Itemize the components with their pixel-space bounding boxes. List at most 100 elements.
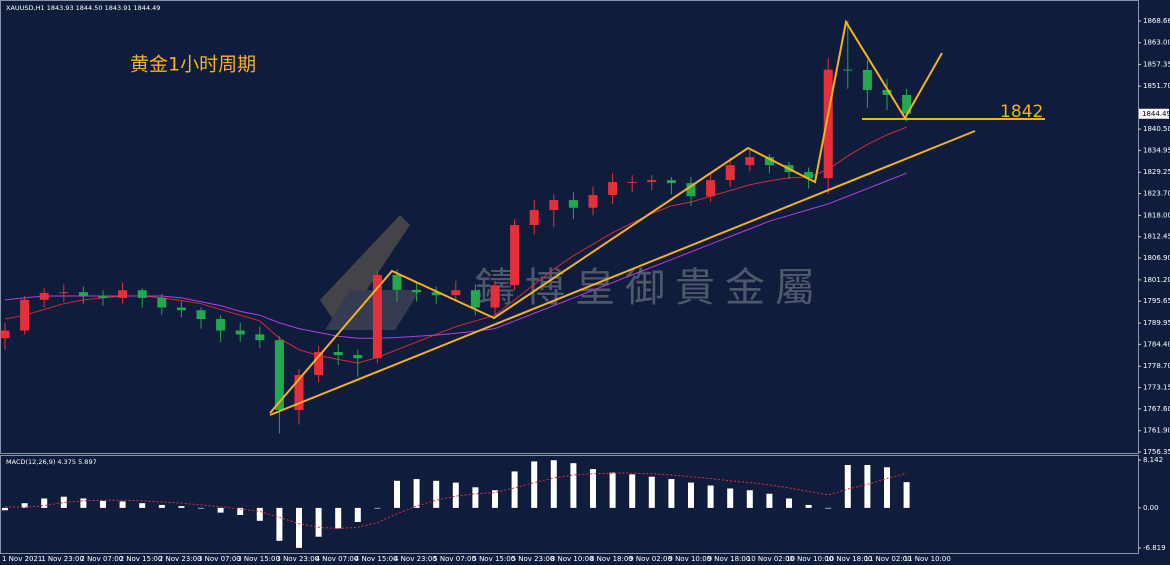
x-tick-label: 5 Nov 23:00: [512, 555, 555, 563]
candle-body: [235, 330, 245, 335]
candle-body: [255, 334, 265, 341]
candle-body: [118, 290, 128, 298]
symbol-header: XAUUSD,H1 1843.93 1844.50 1843.91 1844.4…: [6, 4, 160, 12]
macd-bar: [825, 507, 832, 509]
candle-body: [647, 180, 657, 183]
moving-average: [4, 172, 907, 339]
y-tick-label: 1806.90: [1143, 254, 1170, 262]
macd-bar: [276, 507, 283, 541]
candle-body: [353, 355, 363, 359]
candle-body: [843, 69, 853, 71]
y-tick-label: 1834.95: [1143, 146, 1170, 154]
x-tick-label: 10 Nov 18:00: [825, 555, 872, 563]
macd-bar: [413, 479, 420, 508]
macd-bar: [550, 460, 557, 508]
macd-bar: [570, 463, 577, 508]
y-tick-label: 1840.50: [1143, 125, 1170, 133]
candle-body: [588, 195, 598, 208]
current-price-box: [1139, 108, 1169, 119]
candle-body: [686, 183, 696, 197]
y-tick-label: 1801.20: [1143, 276, 1170, 284]
y-tick-label: 1829.25: [1143, 168, 1170, 176]
x-tick-label: 11 Nov 02:00: [864, 555, 911, 563]
macd-bar: [688, 482, 694, 508]
candle-body: [764, 157, 774, 166]
candle-body: [20, 299, 30, 331]
macd-bar: [609, 472, 616, 508]
candle-body: [470, 290, 480, 308]
candle-body: [274, 340, 284, 410]
y-tick-label: 8.142: [1143, 456, 1163, 464]
macd-bar: [629, 474, 636, 508]
candle-body: [0, 330, 10, 339]
macd-bar: [217, 507, 224, 513]
y-tick-label: 1868.66: [1143, 17, 1170, 25]
macd-bar: [786, 498, 792, 508]
y-tick-label: 1818.00: [1143, 211, 1170, 219]
current-price: 1844.49: [1142, 110, 1170, 118]
trendlines: [269, 19, 1045, 416]
x-tick-label: 4 Nov 07:00: [316, 555, 359, 563]
plot: 1868.66 1863.00 1857.35 1851.70 1840.50 1834.…: [0, 17, 1170, 563]
x-tick-label: 9 Nov 02:00: [629, 555, 672, 563]
macd-bar: [884, 467, 890, 508]
macd-bar: [237, 507, 244, 515]
x-tick-label: 8 Nov 10:00: [551, 555, 594, 563]
candle-body: [431, 292, 441, 296]
macd-bar: [766, 493, 773, 508]
candle-body: [823, 69, 833, 179]
x-tick-label: 4 Nov 23:00: [394, 555, 437, 563]
candle-body: [490, 285, 500, 308]
macd-bar: [198, 507, 204, 509]
x-tick-label: 8 Nov 18:00: [590, 555, 633, 563]
candle-body: [372, 274, 382, 359]
macd-bar: [119, 501, 126, 508]
x-tick-label: 9 Nov 10:00: [668, 555, 711, 563]
x-tick-label: 11 Nov 10:00: [904, 555, 951, 563]
candle-body: [412, 289, 422, 293]
macd-bar: [139, 503, 146, 508]
candle-body: [745, 157, 755, 166]
candle-body: [706, 180, 716, 197]
macd-bar: [296, 507, 302, 548]
x-tick-label: 2 Nov 23:00: [159, 555, 202, 563]
candle-body: [510, 225, 520, 286]
macd-bar: [844, 464, 851, 508]
logo-shape: [320, 215, 410, 330]
candle-body: [78, 292, 88, 297]
macd-bar: [394, 480, 400, 508]
macd-bar: [433, 480, 440, 508]
candle-body: [549, 200, 559, 211]
macd-header: MACD(12,26,9) 4.375 5.897: [6, 458, 97, 466]
macd-bar: [256, 507, 263, 521]
candle-body: [666, 180, 676, 184]
y-tick-label: 1761.90: [1143, 427, 1170, 435]
y-tick-label: 1767.60: [1143, 405, 1170, 413]
candle-body: [59, 292, 69, 294]
price-pane-frame: [0, 0, 1139, 454]
y-tick-label: 1778.70: [1143, 362, 1170, 370]
macd-bar: [100, 500, 106, 508]
trend-line: [269, 130, 976, 416]
candle-body: [862, 69, 872, 90]
macd-bar: [178, 506, 185, 508]
candle-body: [157, 297, 167, 308]
macd-bar: [472, 487, 479, 508]
candle-body: [627, 182, 637, 184]
macd-bar: [864, 464, 871, 508]
x-tick-label: 5 Nov 07:00: [433, 555, 476, 563]
macd-bar: [374, 507, 381, 509]
candle-body: [196, 310, 206, 320]
y-tick-label: 1812.45: [1143, 233, 1170, 241]
level-label: 1842: [1000, 102, 1043, 122]
y-tick-label: 1823.70: [1143, 190, 1170, 198]
y-tick-label: -6.819: [1143, 544, 1166, 552]
y-tick-label: 1795.65: [1143, 297, 1170, 305]
macd-bar: [492, 490, 498, 508]
candle-body: [725, 165, 735, 181]
y-tick-label: 1784.40: [1143, 340, 1170, 348]
y-tick-label: 1851.70: [1143, 82, 1170, 90]
x-tick-label: 9 Nov 18:00: [708, 555, 751, 563]
